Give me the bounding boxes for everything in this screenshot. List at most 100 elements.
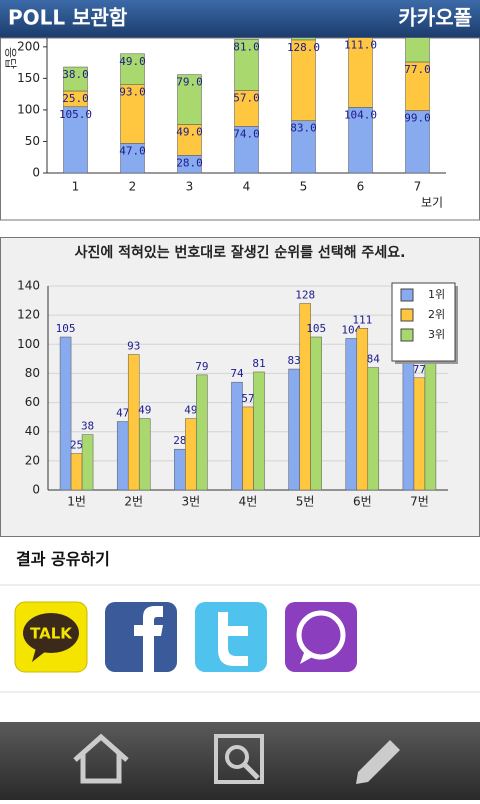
value-label: 57.0 <box>233 91 260 104</box>
share-title: 결과 공유하기 <box>16 550 110 569</box>
header-bar <box>0 0 480 38</box>
x-tick-label: 3 <box>186 180 194 194</box>
kakaostory-button[interactable] <box>285 602 357 672</box>
x-tick-label: 4 <box>243 180 251 194</box>
y-tick-label: 20 <box>25 453 40 467</box>
bar-segment <box>234 39 259 91</box>
value-label: 128 <box>295 288 315 301</box>
value-label: 105 <box>56 322 76 335</box>
x-tick-label: 2 <box>129 180 137 194</box>
y-tick-label: 50 <box>25 134 40 148</box>
bar-segment <box>291 39 316 121</box>
y-tick-label: 0 <box>32 166 40 180</box>
bar-segment <box>348 107 373 174</box>
bar-segment <box>120 143 145 174</box>
bar <box>138 418 151 491</box>
chart-title: 사진에 적혀있는 번호대로 잘생긴 순위를 선택해 주세요. <box>75 244 406 261</box>
bar <box>116 421 129 491</box>
legend-label: 3위 <box>428 328 445 341</box>
value-label: 105 <box>306 322 326 335</box>
value-label: 47.0 <box>119 144 146 157</box>
search-button[interactable] <box>214 734 264 784</box>
value-label: 57 <box>241 392 254 405</box>
y-tick-label: 100 <box>17 102 40 116</box>
facebook-button[interactable] <box>105 602 177 672</box>
y-tick-label: 60 <box>25 395 40 409</box>
value-label: 38 <box>81 420 94 433</box>
value-label: 49.0 <box>176 125 203 138</box>
bar <box>242 406 254 491</box>
value-label: 74 <box>230 367 244 380</box>
value-label: 83.0 <box>290 122 317 135</box>
y-tick-label: 140 <box>17 279 40 293</box>
edit-button[interactable] <box>356 740 400 784</box>
bar <box>345 338 358 491</box>
bar <box>424 344 437 491</box>
bar-segment <box>291 38 316 41</box>
value-label: 77 <box>413 363 426 376</box>
x-tick-label: 7 <box>414 180 422 194</box>
x-tick-label: 2번 <box>124 495 143 509</box>
y-tick-label: 200 <box>17 39 40 53</box>
y-tick-label: 100 <box>17 337 40 351</box>
x-tick-label: 5번 <box>296 495 315 509</box>
value-label: 104.0 <box>344 108 377 121</box>
value-label: 25.0 <box>62 92 89 105</box>
value-label: 128.0 <box>287 41 320 54</box>
legend: 1위 2위 3위 <box>391 282 458 364</box>
legend-swatch <box>400 328 414 342</box>
bar <box>59 336 72 491</box>
bar <box>81 434 94 491</box>
bar <box>70 453 83 491</box>
x-tick-label: 7번 <box>410 495 429 509</box>
x-tick-label: 6번 <box>353 495 372 509</box>
value-label: 111.0 <box>344 38 377 51</box>
bar <box>253 371 265 491</box>
value-label: 49 <box>184 404 197 417</box>
value-label: 28 <box>173 434 186 447</box>
value-label: 105.0 <box>59 108 92 121</box>
value-label: 104 <box>341 323 361 336</box>
bar-segment <box>405 38 430 63</box>
bar <box>288 368 300 491</box>
x-axis-label: 보기 <box>421 196 443 210</box>
value-label: 25 <box>70 439 83 452</box>
bar-segment <box>63 66 88 92</box>
bar <box>367 367 380 491</box>
bar <box>174 448 186 491</box>
kakaotalk-button[interactable]: TALK <box>14 601 88 673</box>
talk-label: TALK <box>30 625 73 643</box>
y-tick-label: 40 <box>25 424 40 438</box>
value-label: 83 <box>288 354 301 367</box>
header-brand[interactable]: 카카오폴 <box>398 6 472 30</box>
value-label: 74.0 <box>233 127 260 140</box>
x-tick-label: 4번 <box>239 495 258 509</box>
legend-label: 1위 <box>428 288 445 301</box>
legend-swatch <box>400 288 414 302</box>
x-tick-label: 1번 <box>67 495 86 509</box>
x-tick-label: 1 <box>72 180 80 194</box>
bar-segment <box>120 84 145 144</box>
legend-label: 2위 <box>428 308 445 321</box>
value-label: 93 <box>127 339 140 352</box>
bottom-nav <box>0 722 480 800</box>
header-title: POLL 보관함 <box>8 6 128 30</box>
home-button[interactable] <box>73 733 129 784</box>
value-label: 79 <box>195 360 208 373</box>
bar-segment <box>177 124 202 156</box>
value-label: 111 <box>352 313 372 326</box>
bar <box>310 336 322 491</box>
y-tick-label: 150 <box>17 71 40 85</box>
bar <box>185 418 197 491</box>
y-tick-label: 0 <box>32 483 40 497</box>
value-label: 99.0 <box>404 112 431 125</box>
bar-segment <box>405 61 430 111</box>
value-label: 49 <box>138 404 151 417</box>
twitter-button[interactable] <box>195 602 267 672</box>
value-label: 93.0 <box>119 86 146 99</box>
value-label: 77.0 <box>404 63 431 76</box>
bar <box>196 374 208 491</box>
bar-segment <box>234 90 259 127</box>
